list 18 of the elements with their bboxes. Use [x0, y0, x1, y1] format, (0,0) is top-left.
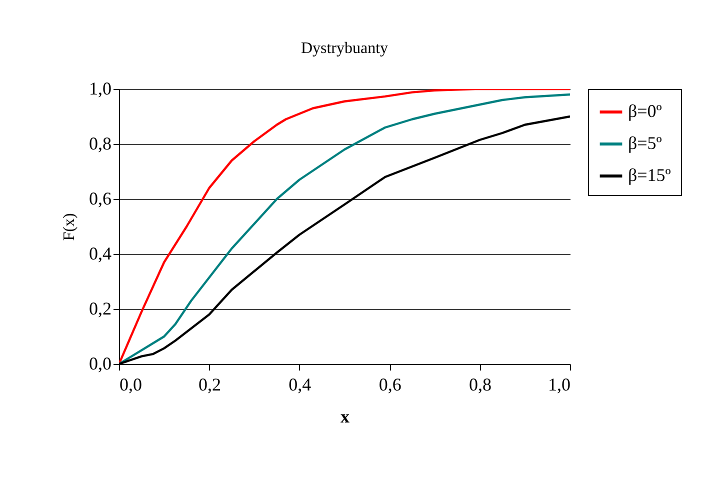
x-tick-label: 0,8: [469, 374, 492, 394]
y-tick-label: 0,6: [89, 188, 112, 208]
y-tick-label: 0,4: [89, 244, 112, 264]
x-tick-label: 0,4: [288, 374, 312, 394]
x-tick-label: 1,0: [548, 374, 570, 394]
legend-label: β=0º: [628, 101, 662, 121]
y-tick-label: 0,2: [89, 298, 112, 318]
legend-label: β=15º: [628, 165, 672, 185]
x-axis-title: x: [340, 406, 350, 426]
y-tick-label: 1,0: [89, 78, 112, 98]
y-axis-title: F(x): [61, 213, 78, 241]
x-tick-label: 0,2: [198, 374, 221, 394]
chart-title: Dystrybuanty: [300, 40, 388, 57]
x-tick-label: 0,0: [120, 374, 142, 394]
legend-label: β=5º: [628, 133, 662, 153]
x-tick-label: 0,6: [378, 374, 402, 394]
y-tick-label: 0,0: [89, 354, 112, 374]
y-tick-label: 0,8: [89, 134, 112, 154]
